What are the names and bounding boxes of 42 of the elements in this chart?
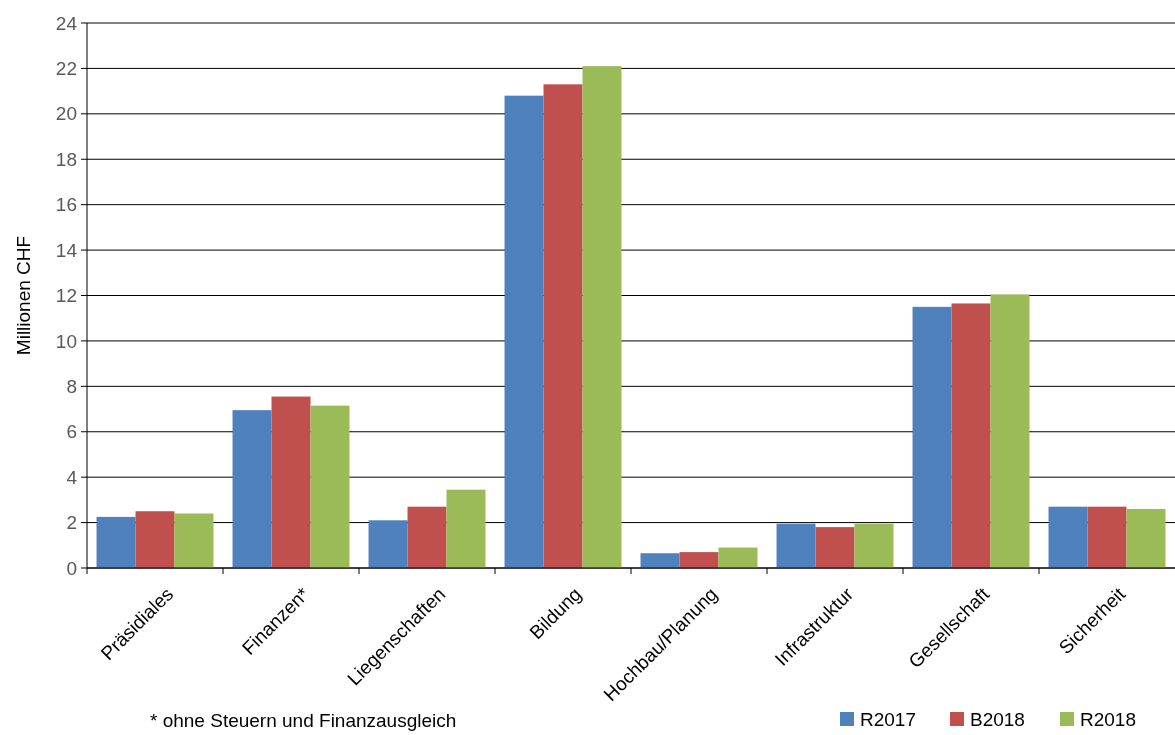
y-tick-label: 4 bbox=[66, 466, 78, 488]
bar bbox=[582, 66, 622, 568]
y-tick-label: 6 bbox=[66, 421, 77, 443]
bar bbox=[815, 527, 855, 568]
bar bbox=[504, 95, 544, 568]
bar bbox=[174, 513, 214, 568]
bar bbox=[1126, 508, 1166, 568]
bar bbox=[407, 506, 447, 568]
bar bbox=[718, 547, 758, 568]
y-tick-label: 18 bbox=[55, 148, 77, 170]
y-tick-label: 2 bbox=[66, 512, 77, 534]
y-tick-label: 8 bbox=[66, 375, 77, 397]
bar bbox=[135, 511, 175, 568]
bar bbox=[232, 410, 272, 568]
bar bbox=[854, 523, 894, 568]
y-tick-label: 0 bbox=[66, 557, 77, 579]
bar bbox=[679, 552, 719, 568]
bar bbox=[271, 396, 311, 568]
bar bbox=[1048, 506, 1088, 568]
legend-label: B2018 bbox=[970, 709, 1025, 731]
bar bbox=[446, 489, 486, 568]
bar bbox=[776, 523, 816, 568]
y-tick-label: 20 bbox=[55, 103, 77, 125]
bar bbox=[640, 553, 680, 568]
bar bbox=[1087, 506, 1127, 568]
bar bbox=[310, 405, 350, 568]
legend-label: R2017 bbox=[860, 709, 916, 731]
bar bbox=[912, 306, 952, 568]
bar bbox=[368, 520, 408, 568]
legend-label: R2018 bbox=[1080, 709, 1136, 731]
text: * ohne Steuern und Finanzausgleich bbox=[150, 710, 457, 731]
y-tick-label: 12 bbox=[55, 285, 77, 307]
y-axis-title: Millionen CHF bbox=[13, 235, 34, 356]
bar bbox=[951, 303, 991, 568]
bar bbox=[990, 294, 1030, 568]
y-tick-label: 22 bbox=[55, 58, 77, 80]
bar bbox=[96, 516, 136, 568]
y-tick-label: 14 bbox=[55, 239, 78, 261]
bar bbox=[543, 84, 583, 568]
y-tick-label: 24 bbox=[55, 12, 78, 34]
y-tick-label: 16 bbox=[55, 194, 77, 216]
y-tick-label: 10 bbox=[55, 330, 77, 352]
